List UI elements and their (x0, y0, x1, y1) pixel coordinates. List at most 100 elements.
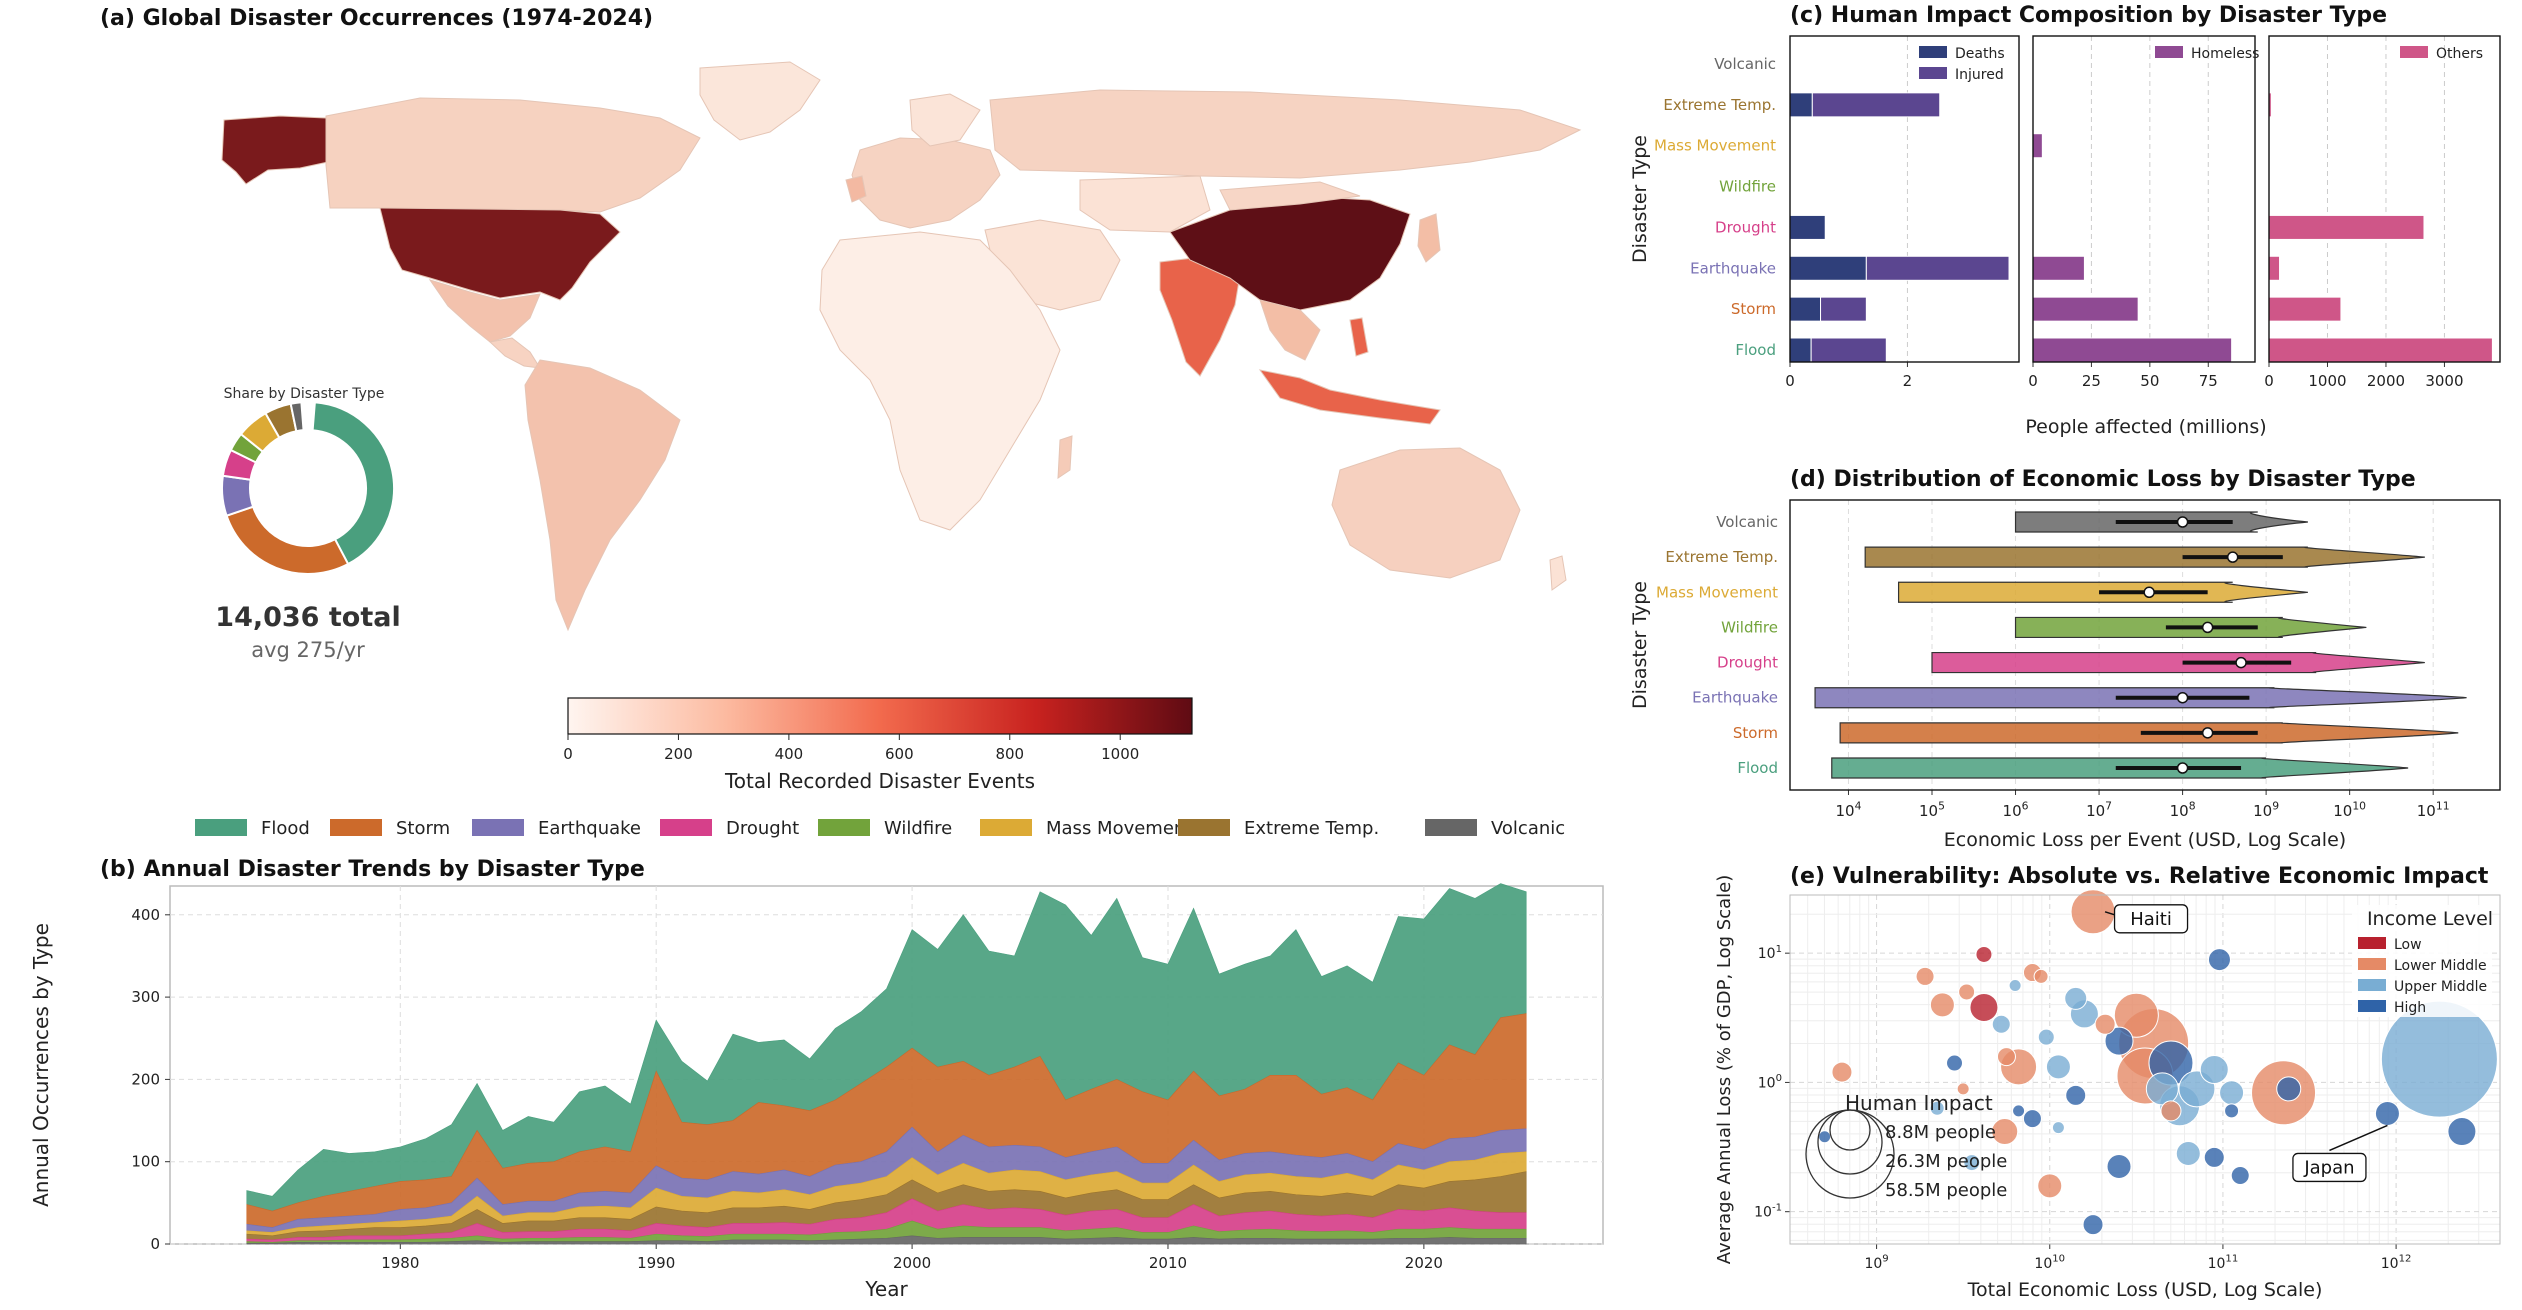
median-marker (2176, 516, 2189, 528)
map-south-america (524, 359, 681, 632)
scatter-point (2276, 1076, 2302, 1102)
category-label: Wildfire (1721, 618, 1778, 636)
size-legend-label: 8.8M people (1885, 1122, 1996, 1143)
subplot-frame (2268, 35, 2501, 363)
scatter-point (2070, 889, 2116, 935)
annual-trends-chart: 0 100 200 300 400 1980 1990 2000 2010 2020 Year Ann… (29, 883, 1604, 1301)
bar-injured (1811, 92, 1941, 118)
map-europe (851, 137, 1001, 229)
bar-deaths (1789, 92, 1813, 118)
scatter-point (2203, 1146, 2225, 1168)
legend-label: Storm (396, 818, 450, 839)
tick-label-x: 2 (1903, 372, 1913, 390)
category-label: Extreme Temp. (1663, 96, 1776, 114)
scatter-point (2160, 1100, 2182, 1122)
legend-swatch-wildfire (818, 819, 870, 836)
x-axis-label: People affected (millions) (2025, 416, 2266, 438)
category-label: Drought (1715, 218, 1776, 236)
annotation-box (2113, 904, 2189, 934)
colorbar-tick-label: 400 (775, 745, 804, 763)
median-marker (2143, 586, 2155, 599)
bar-others (2268, 214, 2425, 240)
median-marker (2235, 656, 2247, 669)
scatter-point (1991, 1014, 2011, 1034)
map-central-america (488, 337, 541, 369)
colorbar-tick-label: 800 (995, 745, 1024, 763)
bar-deaths (1789, 214, 1826, 240)
legend-swatch-homeless (2155, 46, 2183, 58)
tick-label-x: 1012 (2381, 1254, 2412, 1272)
tick-label-y: 101 (1758, 944, 1782, 962)
median-marker (2176, 762, 2189, 774)
tick-label-y: 100 (1758, 1073, 1782, 1091)
tick-label-x: 2010 (1149, 1254, 1187, 1272)
legend-swatch-upper-middle (2358, 979, 2386, 991)
legend-swatch-deaths (1919, 46, 1947, 58)
legend-label: Volcanic (1491, 818, 1565, 839)
scatter-point (2145, 1072, 2179, 1106)
plot-frame-e (1789, 894, 2501, 1245)
bar-homeless (2032, 255, 2085, 281)
donut-slice-flood (311, 401, 395, 566)
median-marker (2176, 691, 2189, 704)
category-label: Storm (1733, 724, 1778, 742)
category-label: Flood (1735, 341, 1776, 359)
panel-a-title: (a) Global Disaster Occurrences (1974-20… (100, 6, 654, 31)
scatter-point (2113, 992, 2159, 1038)
legend-label: Lower Middle (2394, 958, 2487, 974)
scatter-point (2374, 1100, 2400, 1126)
tick-label-x: 75 (2199, 372, 2218, 390)
scatter-point (2065, 1084, 2087, 1106)
tick-label-x: 1011 (2208, 1254, 2239, 1272)
scatter-point (2051, 1121, 2065, 1135)
map-alaska (221, 115, 329, 185)
subplot-frame (2032, 35, 2256, 363)
map-scandinavia (909, 93, 981, 147)
map-central-asia (1079, 175, 1211, 233)
tick-label-x: 0 (2264, 372, 2274, 390)
legend-label: High (2394, 1000, 2426, 1016)
world-choropleth-map (221, 61, 1582, 632)
income-legend-title: Income Level (2367, 908, 2493, 930)
legend-swatch-earthquake (472, 819, 524, 836)
plot-area-d (1790, 500, 2500, 790)
tick-label-x: 3000 (2425, 372, 2463, 390)
category-label: Flood (1737, 759, 1778, 777)
scatter-point (2175, 1141, 2201, 1167)
annotation-box (2292, 1152, 2367, 1183)
category-label: Storm (1731, 300, 1776, 318)
tick-label-y: 100 (131, 1153, 160, 1171)
scatter-point (2064, 986, 2088, 1010)
legend-label: Earthquake (538, 818, 641, 839)
scatter-point (2224, 1103, 2240, 1119)
legend-label: Extreme Temp. (1244, 818, 1379, 839)
legend-label: Others (2436, 46, 2483, 62)
tick-label-x: 1010 (2034, 1254, 2065, 1272)
map-australia (1331, 447, 1521, 579)
median-marker (2226, 551, 2239, 563)
bar-homeless (2032, 296, 2139, 322)
bar-deaths (1789, 337, 1812, 363)
scatter-point (2037, 1173, 2063, 1199)
bar-homeless (2032, 133, 2043, 159)
category-label: Volcanic (1716, 513, 1778, 531)
y-axis-label: Annual Occurrences by Type (29, 923, 53, 1207)
panel-b-title: (b) Annual Disaster Trends by Disaster T… (100, 857, 645, 882)
y-axis-label: Average Annual Loss (% of GDP, Log Scale… (1714, 875, 1735, 1264)
scatter-point (2380, 1000, 2498, 1118)
tick-label-x: 2000 (893, 1254, 931, 1272)
tick-label-x: 1000 (2308, 372, 2346, 390)
map-canada (325, 97, 701, 213)
category-label: Earthquake (1690, 259, 1776, 277)
scatter-point (2045, 1054, 2071, 1080)
tick-label-x: 50 (2140, 372, 2159, 390)
colorbar-tick-label: 600 (885, 745, 914, 763)
panel-c-title: (c) Human Impact Composition by Disaster… (1790, 3, 2388, 28)
size-legend-label: 26.3M people (1885, 1151, 2007, 1172)
vulnerability-scatter-chart: 109 1010 1011 1012 10-1 100 101 Haiti Japan Incom… (1714, 875, 2501, 1301)
bar-deaths (1789, 296, 1822, 322)
size-legend-label: 58.5M people (1885, 1180, 2007, 1201)
scatter-point (1996, 1047, 2016, 1067)
scatter-point (2008, 978, 2022, 992)
legend-swatch-flood (195, 819, 247, 836)
